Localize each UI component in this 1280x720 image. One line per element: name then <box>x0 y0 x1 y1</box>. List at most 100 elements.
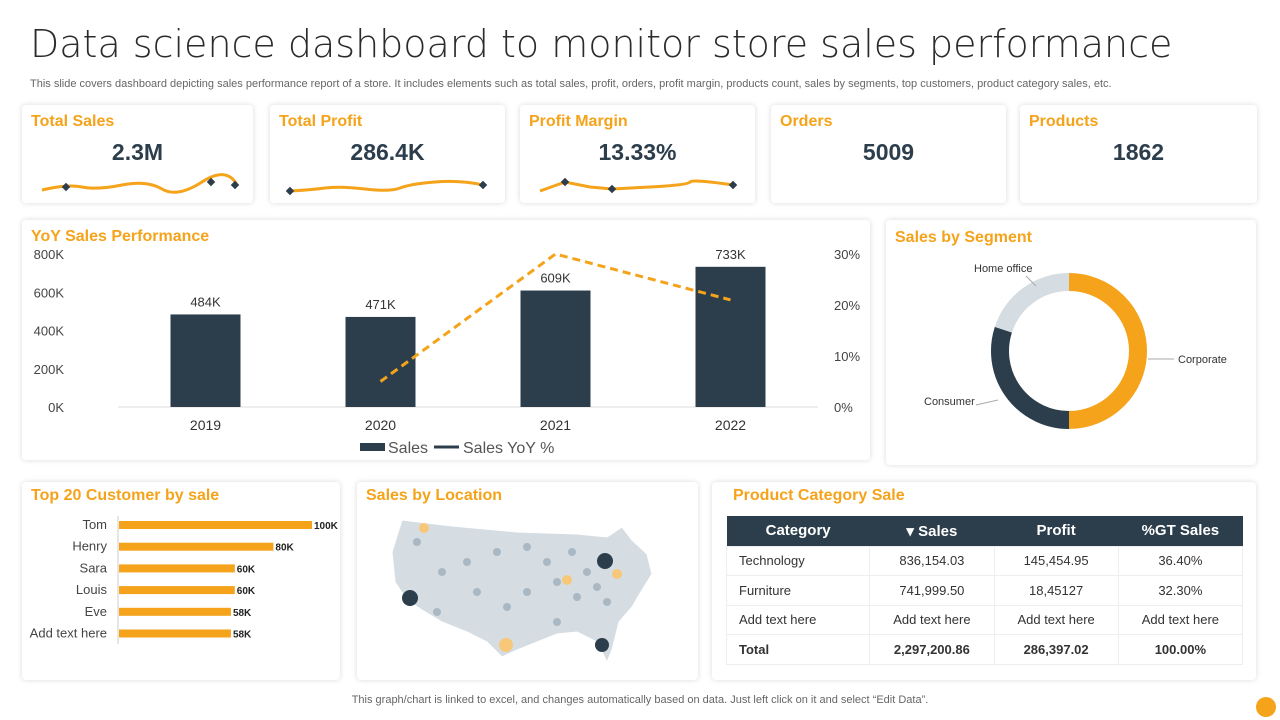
customer-name: Eve <box>85 604 107 619</box>
segment-arc <box>991 326 1070 429</box>
x-tick-label: 2022 <box>715 417 746 433</box>
kpi-total-sales: Total Sales 2.3M <box>22 105 253 203</box>
cell: Add text here <box>869 604 995 635</box>
customer-bar <box>119 629 231 638</box>
kpi-value: 2.3M <box>111 139 164 165</box>
segment-arc <box>994 273 1070 333</box>
col-gt-sales[interactable]: %GT Sales <box>1118 516 1243 546</box>
y2-tick-label: 30% <box>834 247 860 262</box>
legend-label-sales: Sales <box>388 440 428 457</box>
col-profit[interactable]: Profit <box>994 516 1119 546</box>
customer-bar <box>119 607 231 616</box>
customer-name: Add text here <box>30 626 107 641</box>
cell: 2,297,200.86 <box>869 634 995 665</box>
sparkline <box>285 179 488 196</box>
customer-bar <box>119 521 312 529</box>
page-subtitle: This slide covers dashboard depicting sa… <box>30 78 1112 90</box>
location-card: Sales by Location <box>357 482 698 680</box>
cell: Add text here <box>1117 604 1244 635</box>
customer-bar <box>119 586 235 595</box>
product-category-card: Product Category Sale Category ▾ Sales P… <box>712 482 1256 680</box>
cell: Add text here <box>993 604 1119 635</box>
x-tick-label: 2021 <box>540 417 571 433</box>
customer-name: Tom <box>82 517 107 532</box>
us-map <box>391 519 653 664</box>
y-tick-label: 0K <box>48 400 64 415</box>
customers-chart: Tom 100K Henry 80K Sara 60K Louis 60K Eve 58K Add … <box>30 516 339 644</box>
kpi-profit-margin: Profit Margin 13.33% <box>520 105 755 203</box>
cell: Technology <box>725 545 871 576</box>
bar-data-label: 100K <box>314 521 339 532</box>
customer-name: Louis <box>76 582 108 597</box>
yoy-sales-card: YoY Sales Performance 0K 200K 400K 600K 800K… <box>22 220 870 460</box>
table-header: Category ▾ Sales Profit %GT Sales <box>726 516 1243 546</box>
cell: 145,454.95 <box>993 545 1119 576</box>
segment-title: Sales by Segment <box>895 229 1032 246</box>
customer-bar <box>119 542 274 551</box>
bar-data-label: 60K <box>237 586 256 597</box>
location-title: Sales by Location <box>366 487 503 504</box>
customer-bar <box>119 564 235 573</box>
cell: Furniture <box>725 575 871 606</box>
table-row: Add text here Add text here Add text here A… <box>725 604 1244 635</box>
sales-bar <box>520 290 591 407</box>
cell: 32.30% <box>1117 575 1244 606</box>
customer-name: Sara <box>80 560 108 575</box>
cell: 836,154.03 <box>869 545 995 576</box>
y-tick-label: 800K <box>34 247 65 262</box>
y2-tick-label: 20% <box>834 298 860 313</box>
cell: 100.00% <box>1117 634 1244 665</box>
cell: 36.40% <box>1117 545 1244 576</box>
product-category-table: Category ▾ Sales Profit %GT Sales Techno… <box>725 516 1244 665</box>
segment-arc <box>1068 273 1147 429</box>
legend-label-yoy: Sales YoY % <box>463 440 554 457</box>
page-title: Data science dashboard to monitor store … <box>30 22 1173 66</box>
cell: Total <box>725 634 871 665</box>
kpi-value: 286.4K <box>350 139 425 165</box>
top-customers-card: Top 20 Customer by sale Tom 100K Henry 80K S… <box>22 482 340 680</box>
bar-data-label: 733K <box>715 247 746 262</box>
table-title: Product Category Sale <box>733 487 905 504</box>
leader-line <box>1025 275 1037 287</box>
kpi-value: 1862 <box>1112 139 1165 165</box>
y-tick-label: 600K <box>34 285 65 300</box>
bar-data-label: 471K <box>365 297 396 312</box>
y2-tick-label: 0% <box>834 400 853 415</box>
leader-line <box>975 399 999 406</box>
col-sales[interactable]: ▾ Sales <box>869 516 994 546</box>
kpi-value: 5009 <box>862 139 915 165</box>
segment-label: Consumer <box>924 396 975 408</box>
x-tick-label: 2020 <box>365 417 396 433</box>
bar-data-label: 609K <box>540 271 571 286</box>
cell: 18,45127 <box>993 575 1119 606</box>
decorative-dot <box>1256 697 1276 717</box>
segment-card: Sales by Segment Corporate Consumer Home o… <box>886 220 1256 465</box>
cell: Add text here <box>725 604 871 635</box>
x-tick-label: 2019 <box>190 417 221 433</box>
footer-note: This graph/chart is linked to excel, and… <box>351 694 929 706</box>
sparkline <box>41 173 240 194</box>
yoy-title: YoY Sales Performance <box>31 228 210 245</box>
col-category[interactable]: Category <box>726 516 870 546</box>
y-tick-label: 400K <box>34 324 65 339</box>
bar-data-label: 60K <box>237 564 256 575</box>
kpi-label: Total Profit <box>279 113 363 130</box>
sales-bar <box>345 316 416 407</box>
kpi-label: Total Sales <box>31 113 115 130</box>
segment-chart: Corporate Consumer Home office <box>924 263 1227 429</box>
customer-name: Henry <box>72 539 107 554</box>
y2-tick-label: 10% <box>834 349 860 364</box>
kpi-value: 13.33% <box>598 139 677 165</box>
segment-label: Corporate <box>1178 354 1227 366</box>
yoy-chart: 0K 200K 400K 600K 800K 0% 10% 20% 30% 484K 2019 471… <box>34 247 861 457</box>
cell: 286,397.02 <box>993 634 1119 665</box>
bar-data-label: 484K <box>190 294 221 309</box>
table-total-row: Total 2,297,200.86 286,397.02 100.00% <box>725 634 1244 665</box>
kpi-orders: Orders 5009 <box>771 105 1006 203</box>
bar-data-label: 58K <box>233 608 252 619</box>
sales-bar <box>170 314 241 407</box>
kpi-label: Products <box>1029 113 1099 130</box>
kpi-label: Orders <box>780 113 833 130</box>
legend-swatch-sales <box>360 443 385 451</box>
table-row: Technology 836,154.03 145,454.95 36.40% <box>725 545 1244 576</box>
